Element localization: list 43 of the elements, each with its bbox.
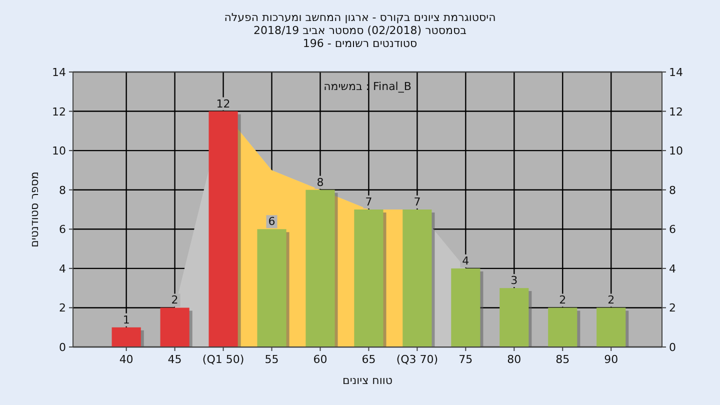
y2-tick-label: 2 (669, 302, 676, 315)
data-label: 2 (171, 294, 178, 307)
y-tick-label: 12 (52, 105, 66, 118)
y2-tick-label: 8 (669, 184, 676, 197)
y-axis-title: מספר סטודנטים (28, 172, 41, 248)
data-label: 3 (510, 274, 518, 288)
y2-tick-label: 0 (669, 341, 676, 354)
x-tick-label: 40 (119, 353, 134, 366)
y-tick-label: 6 (59, 223, 66, 236)
data-label: 6 (268, 215, 276, 228)
y2-tick-label: 4 (669, 262, 676, 276)
x-tick-label: (Q1 50) (202, 353, 244, 366)
y2-tick-label: 10 (669, 144, 683, 158)
data-label: 7 (414, 196, 421, 208)
y-tick-label: 2 (59, 302, 66, 315)
x-tick-label: 80 (507, 353, 522, 366)
y-tick-label: 0 (59, 341, 66, 354)
x-tick-label: 90 (604, 353, 618, 366)
data-label: 1 (122, 313, 130, 326)
x-tick-label: 60 (313, 353, 328, 366)
y-tick-label: 8 (59, 184, 66, 197)
data-label: 2 (559, 294, 566, 307)
y2-tick-label: 12 (669, 105, 683, 118)
x-tick-label: (Q3 70) (396, 353, 438, 366)
y2-tick-label: 14 (669, 66, 683, 79)
data-label: 2 (608, 294, 615, 307)
x-tick-label: 65 (362, 353, 376, 366)
y2-tick-label: 6 (669, 223, 676, 236)
chart-title: היסטוגרמת ציונים בקורס - ארגון המחשב ומערכות הפעלה (224, 11, 496, 24)
chart-subtitle: בסמסטר (02/2018) סמסטר אביב 2018/19 סטודנטים רשומים - 196 (253, 24, 467, 50)
x-axis-title: טווח ציונים (342, 374, 392, 387)
x-tick-label: 55 (264, 353, 279, 366)
y-tick-label: 10 (52, 144, 66, 158)
y-tick-label: 14 (52, 66, 66, 79)
data-label: 12 (216, 97, 230, 110)
data-label: 4 (462, 254, 470, 268)
y-tick-label: 4 (59, 262, 66, 276)
x-tick-label: 75 (458, 353, 473, 366)
data-label: 8 (316, 176, 324, 189)
x-tick-label: 45 (168, 353, 182, 366)
x-tick-label: 85 (556, 353, 570, 366)
data-label: 7 (365, 196, 372, 208)
annotation: Final_B : במשימה (324, 80, 412, 93)
